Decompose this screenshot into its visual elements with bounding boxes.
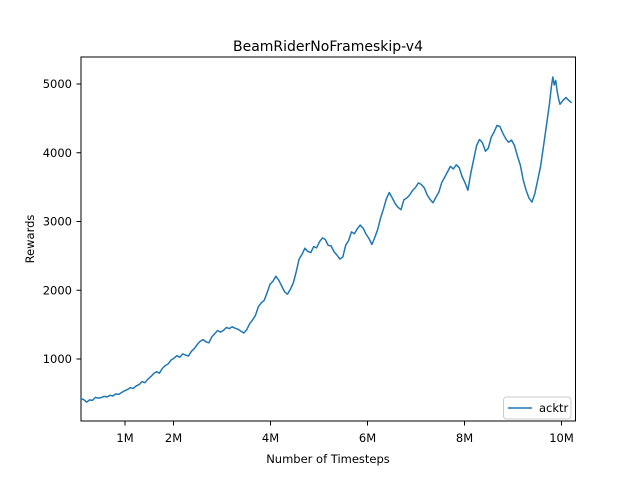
- y-tick-label: 5000: [43, 77, 72, 91]
- y-tick-label: 1000: [43, 352, 72, 366]
- x-tick-label: 2M: [165, 431, 182, 445]
- chart-title: BeamRiderNoFrameskip-v4: [233, 39, 423, 55]
- y-axis: 1000 2000 3000 4000 5000: [43, 77, 81, 366]
- legend-label: acktr: [539, 401, 569, 415]
- x-tick-label: 4M: [262, 431, 279, 445]
- x-tick-label: 10M: [549, 431, 574, 445]
- plot-frame: [80, 56, 576, 422]
- x-axis: 1M 2M 4M 6M 8M 10M: [116, 421, 574, 445]
- x-tick-label: 8M: [456, 431, 473, 445]
- y-tick-label: 3000: [43, 215, 72, 229]
- x-axis-label: Number of Timesteps: [266, 452, 390, 466]
- y-tick-label: 4000: [43, 146, 72, 160]
- legend: acktr: [503, 396, 572, 420]
- legend-box: [503, 396, 572, 420]
- y-tick-label: 2000: [43, 283, 72, 297]
- y-axis-label: Rewards: [23, 215, 37, 264]
- x-tick-label: 1M: [116, 431, 133, 445]
- x-tick-label: 6M: [359, 431, 376, 445]
- acktr-series-line: [80, 76, 572, 403]
